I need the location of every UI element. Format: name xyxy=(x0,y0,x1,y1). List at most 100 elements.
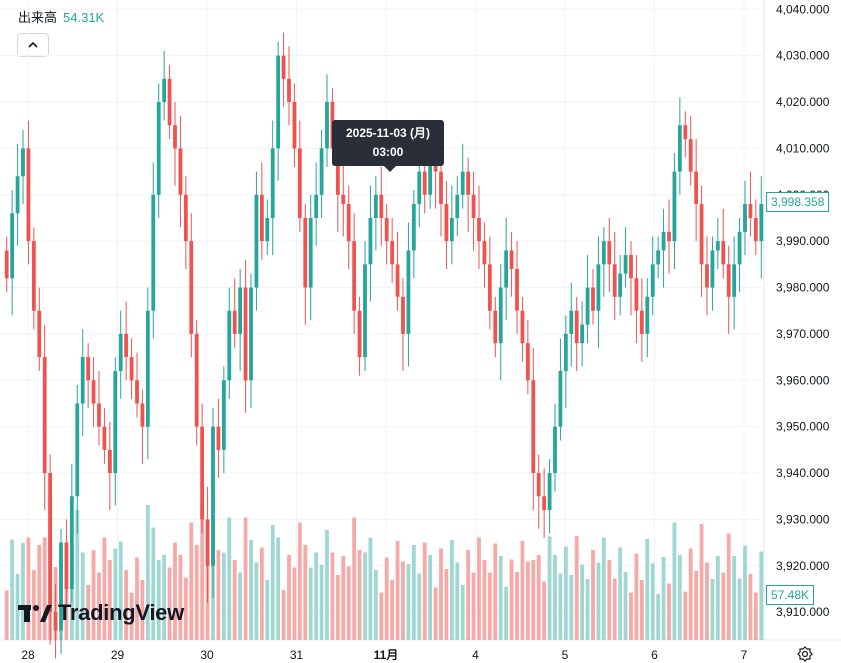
volume-bar xyxy=(449,540,454,640)
candle-body xyxy=(303,217,308,288)
volume-bar xyxy=(596,562,601,640)
candle-body xyxy=(422,171,427,195)
x-tick-label: 4 xyxy=(472,648,479,662)
volume-bar xyxy=(585,579,590,640)
candle-body xyxy=(650,264,655,297)
gear-icon[interactable] xyxy=(797,646,813,662)
candle-body xyxy=(466,171,471,195)
volume-bar xyxy=(634,553,639,640)
candle-body xyxy=(10,213,15,279)
candle-body xyxy=(15,176,20,214)
candle-body xyxy=(145,310,150,427)
candle-body xyxy=(705,264,709,288)
candle-body xyxy=(53,612,58,631)
candle-body xyxy=(585,287,590,325)
volume-bar xyxy=(194,545,199,640)
y-tick-label: 4,040.000 xyxy=(776,2,830,16)
volume-bar xyxy=(455,562,460,640)
volume-bar xyxy=(661,557,666,640)
volume-bar xyxy=(433,587,438,640)
candle-body xyxy=(477,217,481,242)
volume-bar xyxy=(281,590,286,640)
candle-body xyxy=(292,102,297,149)
volume-bar xyxy=(341,556,346,640)
candle-body xyxy=(238,287,243,334)
tooltip-date: 2025-11-03 (月) xyxy=(345,126,431,140)
candle-body xyxy=(194,333,199,427)
candle-body xyxy=(325,102,329,149)
volume-bar xyxy=(466,550,471,640)
candle-body xyxy=(373,194,378,218)
volume-bar xyxy=(183,577,188,640)
candle-body xyxy=(205,519,210,566)
volume-bar xyxy=(569,575,574,640)
volume-bar xyxy=(200,510,205,640)
candle-body xyxy=(281,55,286,79)
volume-bar xyxy=(227,517,232,640)
y-tick-label: 3,980.000 xyxy=(776,281,830,295)
candle-body xyxy=(113,371,118,474)
candle-body xyxy=(69,496,74,589)
candle-body xyxy=(721,241,726,265)
candle-body xyxy=(455,194,460,218)
volume-bar xyxy=(91,550,96,640)
volume-bar xyxy=(292,567,297,640)
volume-bar xyxy=(303,545,308,640)
candle-body xyxy=(694,171,699,205)
volume-bar xyxy=(325,530,329,640)
volume-bar xyxy=(607,560,612,640)
volume-bar xyxy=(726,533,731,640)
collapse-legend-button[interactable] xyxy=(17,33,49,57)
volume-bar xyxy=(753,592,758,640)
volume-bar xyxy=(591,550,595,640)
volume-bar xyxy=(357,550,362,640)
candle-body xyxy=(140,403,145,427)
volume-bar xyxy=(118,541,123,640)
tradingview-logo[interactable]: TradingView xyxy=(18,600,184,626)
volume-bar xyxy=(563,546,568,640)
volume-bar xyxy=(335,575,340,640)
candle-body xyxy=(357,310,362,358)
candle-body xyxy=(259,194,264,242)
last-volume-tag: 57.48K xyxy=(766,585,815,605)
candle-body xyxy=(417,171,422,205)
candle-body xyxy=(297,148,302,218)
volume-bar xyxy=(656,594,661,640)
volume-bar xyxy=(699,524,704,640)
volume-bar xyxy=(314,552,319,640)
volume-bar xyxy=(715,556,720,640)
candle-body xyxy=(759,204,764,242)
volume-bar xyxy=(639,580,644,640)
volume-bar xyxy=(254,562,259,640)
candle-body xyxy=(525,343,530,381)
volume-bar xyxy=(580,564,585,640)
volume-bar xyxy=(650,563,655,640)
candle-body xyxy=(656,250,661,265)
y-tick-label: 3,910.000 xyxy=(776,605,830,619)
candle-body xyxy=(314,194,319,218)
volume-bar xyxy=(140,580,145,640)
x-tick-label: 29 xyxy=(111,648,125,662)
y-tick-label: 3,970.000 xyxy=(776,327,830,341)
candle-body xyxy=(167,78,172,126)
volume-legend-value: 54.31K xyxy=(63,10,105,25)
candle-body xyxy=(726,264,731,297)
candle-body xyxy=(439,171,443,205)
volume-bar xyxy=(308,567,313,640)
volume-bar xyxy=(493,543,498,640)
volume-bar xyxy=(417,573,422,640)
volume-bar xyxy=(482,560,487,640)
volume-bar xyxy=(618,547,623,640)
volume-bar xyxy=(743,545,747,640)
y-tick-label: 3,990.000 xyxy=(776,234,830,248)
volume-bar xyxy=(124,570,129,640)
volume-bar xyxy=(31,570,36,640)
volume-bar xyxy=(156,560,161,640)
candle-body xyxy=(504,250,509,288)
candle-body xyxy=(699,204,704,265)
candle-body xyxy=(563,333,568,372)
volume-bar xyxy=(688,548,693,640)
candle-body xyxy=(48,473,53,613)
y-tick-label: 4,010.000 xyxy=(776,141,830,155)
